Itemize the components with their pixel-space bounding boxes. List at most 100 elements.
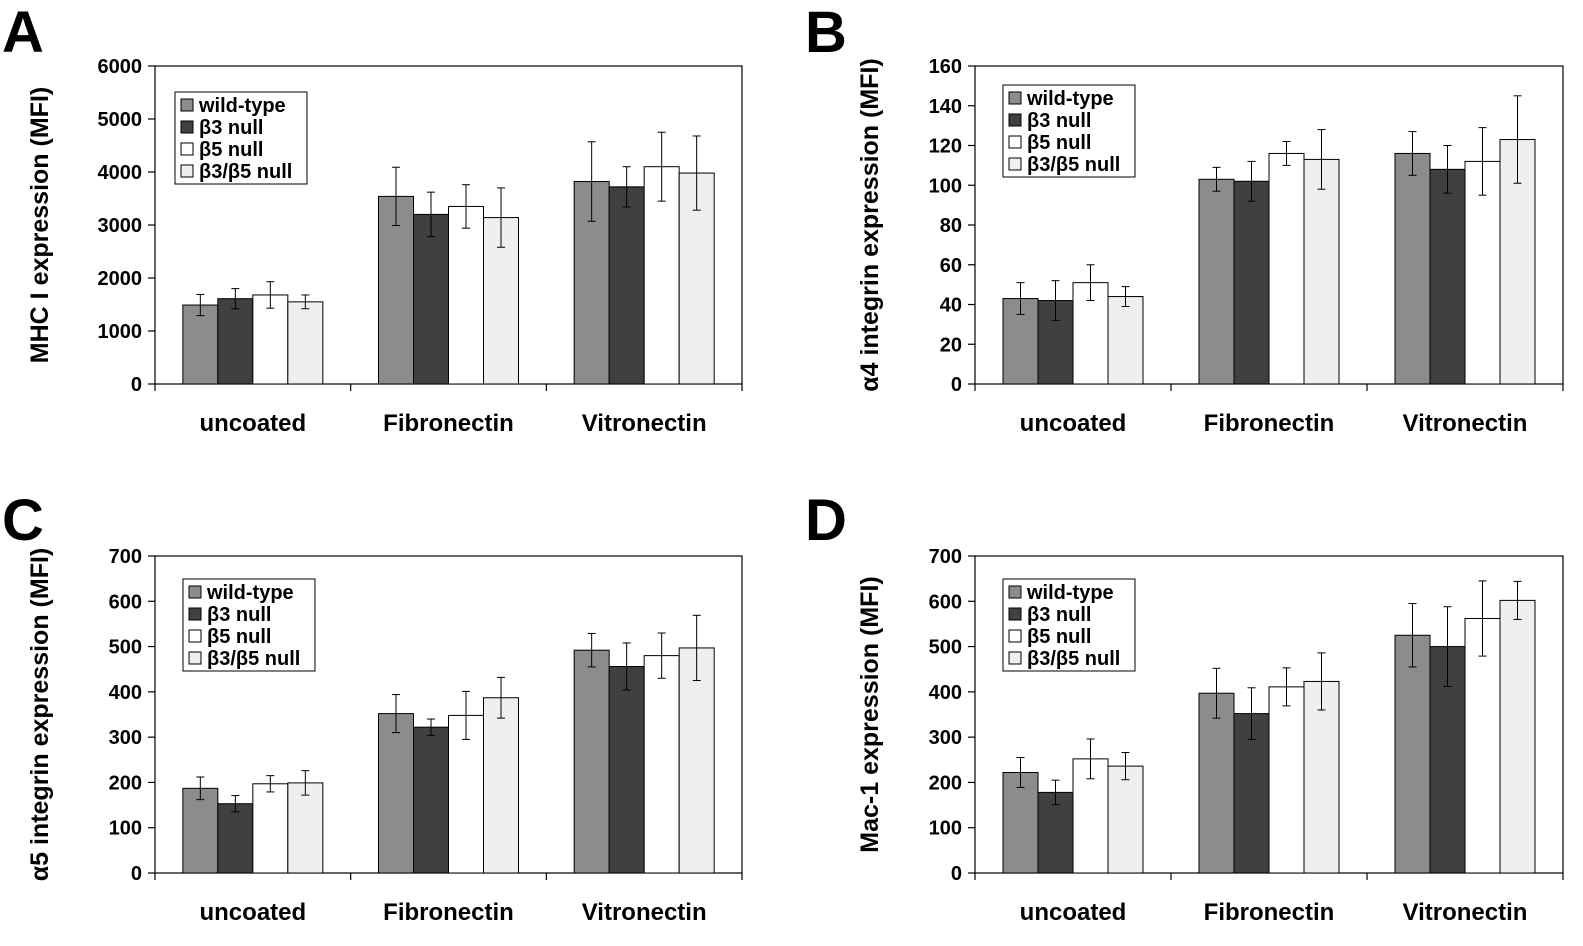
y-tick-label: 40 bbox=[940, 295, 962, 317]
x-category-label: uncoated bbox=[199, 899, 306, 926]
legend-label: β5 null bbox=[207, 626, 271, 648]
bar bbox=[378, 713, 414, 874]
y-tick-label: 2000 bbox=[98, 268, 143, 290]
bar bbox=[483, 697, 519, 874]
bar bbox=[1233, 180, 1270, 385]
legend-label: wild-type bbox=[1026, 582, 1114, 604]
x-category-label: Vitronectin bbox=[582, 899, 707, 926]
x-category-label: Vitronectin bbox=[582, 410, 707, 437]
y-tick-label: 700 bbox=[109, 546, 142, 568]
y-tick-label: 0 bbox=[951, 863, 962, 885]
bar bbox=[1037, 791, 1074, 874]
chart-panel-B: B 0 20 40 60 80 100 120 140 160 uncoated Fibronecti… bbox=[805, 0, 1564, 437]
y-tick-label: 600 bbox=[109, 591, 142, 613]
legend-box bbox=[182, 578, 316, 672]
bar bbox=[608, 665, 645, 874]
x-category-label: Vitronectin bbox=[1403, 410, 1528, 437]
bar bbox=[1107, 765, 1144, 874]
bar bbox=[573, 649, 610, 874]
bar bbox=[1198, 178, 1235, 385]
y-tick-label: 100 bbox=[109, 818, 142, 840]
bar bbox=[1464, 617, 1501, 874]
bar bbox=[182, 787, 219, 874]
legend-swatch bbox=[1008, 91, 1022, 105]
y-axis-title: α4 integrin expression (MFI) bbox=[856, 58, 884, 391]
bar bbox=[413, 213, 449, 385]
bar bbox=[643, 166, 680, 385]
legend-label: β5 null bbox=[1027, 626, 1091, 648]
bar bbox=[448, 205, 484, 385]
y-axis-title: MHC I expression (MFI) bbox=[26, 87, 54, 363]
y-tick-label: 500 bbox=[929, 637, 962, 659]
y-tick-label: 200 bbox=[109, 772, 142, 794]
legend-label: β3/β5 null bbox=[1027, 154, 1120, 176]
x-category-label: uncoated bbox=[1020, 899, 1127, 926]
legend-swatch bbox=[1008, 607, 1022, 621]
y-tick-label: 3000 bbox=[98, 215, 143, 237]
x-category-label: Fibronectin bbox=[1204, 899, 1335, 926]
legend-swatch bbox=[180, 120, 194, 134]
legend-box bbox=[174, 91, 308, 185]
bar bbox=[1394, 634, 1431, 874]
x-category-label: Fibronectin bbox=[1204, 410, 1335, 437]
bar bbox=[1198, 692, 1235, 874]
bar bbox=[217, 803, 254, 874]
legend-swatch bbox=[1008, 629, 1022, 643]
legend-label: wild-type bbox=[206, 582, 294, 604]
legend-swatch bbox=[180, 164, 194, 178]
bar bbox=[643, 655, 680, 874]
y-tick-label: 700 bbox=[929, 546, 962, 568]
legend-label: β3 null bbox=[199, 117, 263, 139]
bar bbox=[287, 301, 324, 385]
legend-label: β3 null bbox=[1027, 604, 1091, 626]
chart-panel-C: C 0 100 200 300 400 500 600 700 uncoated Fibronect… bbox=[2, 488, 743, 926]
legend-swatch bbox=[1008, 651, 1022, 665]
bar bbox=[1429, 168, 1466, 385]
legend-label: β3/β5 null bbox=[1027, 648, 1120, 670]
bar bbox=[1268, 152, 1305, 385]
legend-swatch bbox=[1008, 157, 1022, 171]
legend-label: wild-type bbox=[198, 95, 286, 117]
legend-label: β3/β5 null bbox=[199, 161, 292, 183]
panel-letter: C bbox=[2, 488, 44, 553]
legend-swatch bbox=[188, 585, 202, 599]
legend-swatch bbox=[180, 98, 194, 112]
chart-panel-A: A 0 1000 2000 3000 4000 5000 6000 uncoated Fibron… bbox=[2, 0, 743, 437]
y-tick-label: 400 bbox=[929, 682, 962, 704]
y-tick-label: 0 bbox=[951, 374, 962, 396]
legend-label: β5 null bbox=[199, 139, 263, 161]
bar bbox=[413, 726, 449, 874]
panel-letter: A bbox=[2, 0, 44, 65]
y-tick-label: 600 bbox=[929, 591, 962, 613]
y-axis-title: α5 integrin expression (MFI) bbox=[26, 548, 54, 881]
panel-letter: D bbox=[805, 488, 847, 553]
bar bbox=[678, 647, 715, 874]
panel-letter: B bbox=[805, 0, 847, 65]
y-tick-label: 20 bbox=[940, 334, 962, 356]
bar bbox=[287, 782, 324, 874]
y-tick-label: 1000 bbox=[98, 321, 143, 343]
chart-panel-D: D 0 100 200 300 400 500 600 700 uncoated Fibronect… bbox=[805, 488, 1564, 926]
legend-label: β3 null bbox=[1027, 110, 1091, 132]
legend-swatch bbox=[1008, 135, 1022, 149]
bar bbox=[378, 195, 414, 385]
y-tick-label: 100 bbox=[929, 818, 962, 840]
y-tick-label: 200 bbox=[929, 772, 962, 794]
legend-swatch bbox=[1008, 113, 1022, 127]
y-tick-label: 5000 bbox=[98, 109, 143, 131]
y-tick-label: 0 bbox=[131, 863, 142, 885]
bar bbox=[1107, 296, 1144, 385]
y-tick-label: 500 bbox=[109, 637, 142, 659]
legend-box bbox=[1002, 578, 1136, 672]
y-tick-label: 300 bbox=[109, 727, 142, 749]
legend-label: β3/β5 null bbox=[207, 648, 300, 670]
bar bbox=[608, 186, 645, 385]
legend-swatch bbox=[188, 607, 202, 621]
bar bbox=[1464, 160, 1501, 385]
x-category-label: Vitronectin bbox=[1403, 899, 1528, 926]
x-category-label: Fibronectin bbox=[383, 899, 514, 926]
x-category-label: uncoated bbox=[1020, 410, 1127, 437]
bar bbox=[217, 298, 254, 385]
bar bbox=[1002, 771, 1039, 874]
